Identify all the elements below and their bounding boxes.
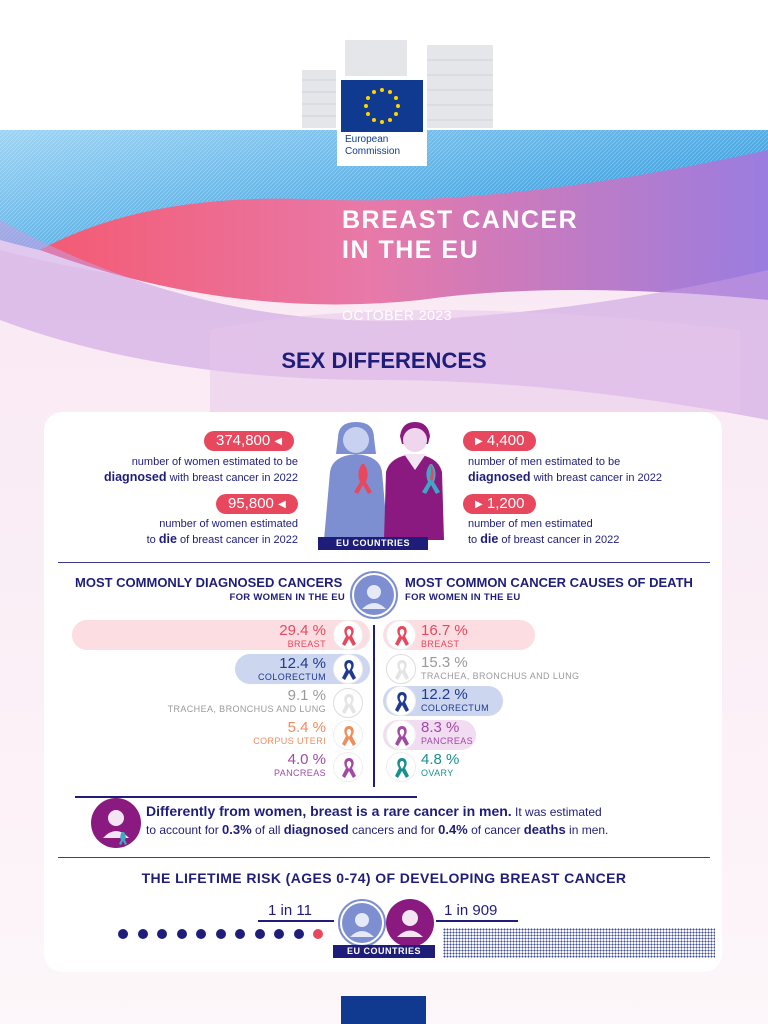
women-diagnosed-text: number of women estimated to be diagnose… <box>104 456 298 484</box>
deaths-label: BREAST <box>421 639 460 649</box>
eu-flag-icon <box>341 80 423 132</box>
man-avatar-icon <box>91 798 141 848</box>
women-diagnosed-badge: 374,800 ◀ <box>204 431 295 451</box>
row-divider <box>75 796 417 798</box>
publication-date: OCTOBER 2023 <box>342 307 453 323</box>
section-title: SEX DIFFERENCES <box>281 348 487 373</box>
men-diagnosed-text: number of men estimated to be diagnosed … <box>468 456 662 484</box>
risk-women-underline <box>258 920 334 922</box>
risk-dot <box>293 929 304 939</box>
men-die-text: number of men estimated to die of breast… <box>468 518 620 546</box>
men-diagnosed-badge: ▶ 4,400 <box>463 431 537 451</box>
woman-avatar-icon <box>338 899 386 947</box>
risk-dot <box>157 929 167 939</box>
ribbon-colorectum-icon <box>333 654 363 684</box>
woman-man-figures-icon <box>324 422 444 540</box>
diagnosed-value: 4.0 % <box>287 751 326 768</box>
ribbon-breast-icon <box>333 620 363 650</box>
european-commission-logo[interactable]: European Commission <box>337 76 427 166</box>
risk-dot <box>176 929 187 939</box>
deaths-bar-lung <box>383 654 583 684</box>
diagnosed-heading: MOST COMMONLY DIAGNOSED CANCERS <box>75 575 343 590</box>
risk-dot <box>215 929 226 939</box>
eu-countries-label: EU COUNTRIES <box>333 945 435 958</box>
deaths-label: OVARY <box>421 768 454 778</box>
deaths-subheading: FOR WOMEN IN THE EU <box>405 592 521 603</box>
men-note: Differently from women, breast is a rare… <box>146 803 609 837</box>
risk-dot <box>274 929 284 939</box>
footer-bar <box>341 996 426 1024</box>
men-die-badge: ▶ 1,200 <box>463 494 537 514</box>
eu-countries-label: EU COUNTRIES <box>318 537 428 550</box>
risk-women-value: 1 in 11 <box>268 902 312 919</box>
diagnosed-value: 12.4 % <box>279 655 326 672</box>
diagnosed-bar-breast <box>72 620 370 650</box>
risk-dot <box>235 929 245 939</box>
deaths-value: 16.7 % <box>421 622 468 639</box>
diagnosed-value: 9.1 % <box>287 687 326 704</box>
risk-men-dots <box>443 928 715 958</box>
divider <box>58 857 710 858</box>
women-die-badge: 95,800 ◀ <box>216 494 298 514</box>
diagnosed-subheading: FOR WOMEN IN THE EU <box>229 592 345 603</box>
deaths-heading: MOST COMMON CANCER CAUSES OF DEATH <box>405 575 693 590</box>
deaths-label: COLORECTUM <box>421 703 490 713</box>
diagnosed-label: CORPUS UTERI <box>253 736 326 746</box>
deaths-value: 4.8 % <box>421 751 460 768</box>
deaths-value: 12.2 % <box>421 686 468 703</box>
ribbon-breast-icon <box>386 620 416 650</box>
diagnosed-label: PANCREAS <box>273 768 326 778</box>
page-title: BREAST CANCER IN THE EU <box>342 206 579 264</box>
diagnosed-label: COLORECTUM <box>257 672 326 682</box>
deaths-label: TRACHEA, BRONCHUS AND LUNG <box>421 671 580 681</box>
ribbon-lung-icon <box>386 654 416 684</box>
diagnosed-value: 29.4 % <box>279 622 326 639</box>
logo-text: European Commission <box>345 134 401 157</box>
ribbon-pancreas-icon <box>333 752 363 782</box>
risk-dot <box>196 929 206 939</box>
column-divider <box>373 625 375 787</box>
diagnosed-label: TRACHEA, BRONCHUS AND LUNG <box>167 704 326 714</box>
ribbon-colorectum-icon <box>386 686 416 716</box>
deaths-label: PANCREAS <box>421 736 474 746</box>
man-avatar-icon <box>386 899 434 947</box>
ribbon-pancreas-icon <box>386 720 416 750</box>
divider <box>58 562 710 563</box>
risk-dot <box>137 929 148 939</box>
women-die-text: number of women estimated to die of brea… <box>146 518 298 546</box>
ribbon-ovary-icon <box>386 752 416 782</box>
diagnosed-label: BREAST <box>287 639 326 649</box>
woman-avatar-icon <box>350 571 398 619</box>
ribbon-lung-icon <box>333 688 363 718</box>
risk-title: THE LIFETIME RISK (AGES 0-74) OF DEVELOP… <box>141 870 627 886</box>
risk-dot <box>118 929 128 939</box>
risk-dot <box>254 929 265 939</box>
deaths-value: 8.3 % <box>421 719 460 736</box>
risk-men-underline <box>436 920 518 922</box>
risk-men-value: 1 in 909 <box>444 902 498 919</box>
deaths-value: 15.3 % <box>421 654 468 671</box>
ribbon-uteri-icon <box>333 720 363 750</box>
risk-dot <box>313 929 323 939</box>
diagnosed-value: 5.4 % <box>287 719 326 736</box>
